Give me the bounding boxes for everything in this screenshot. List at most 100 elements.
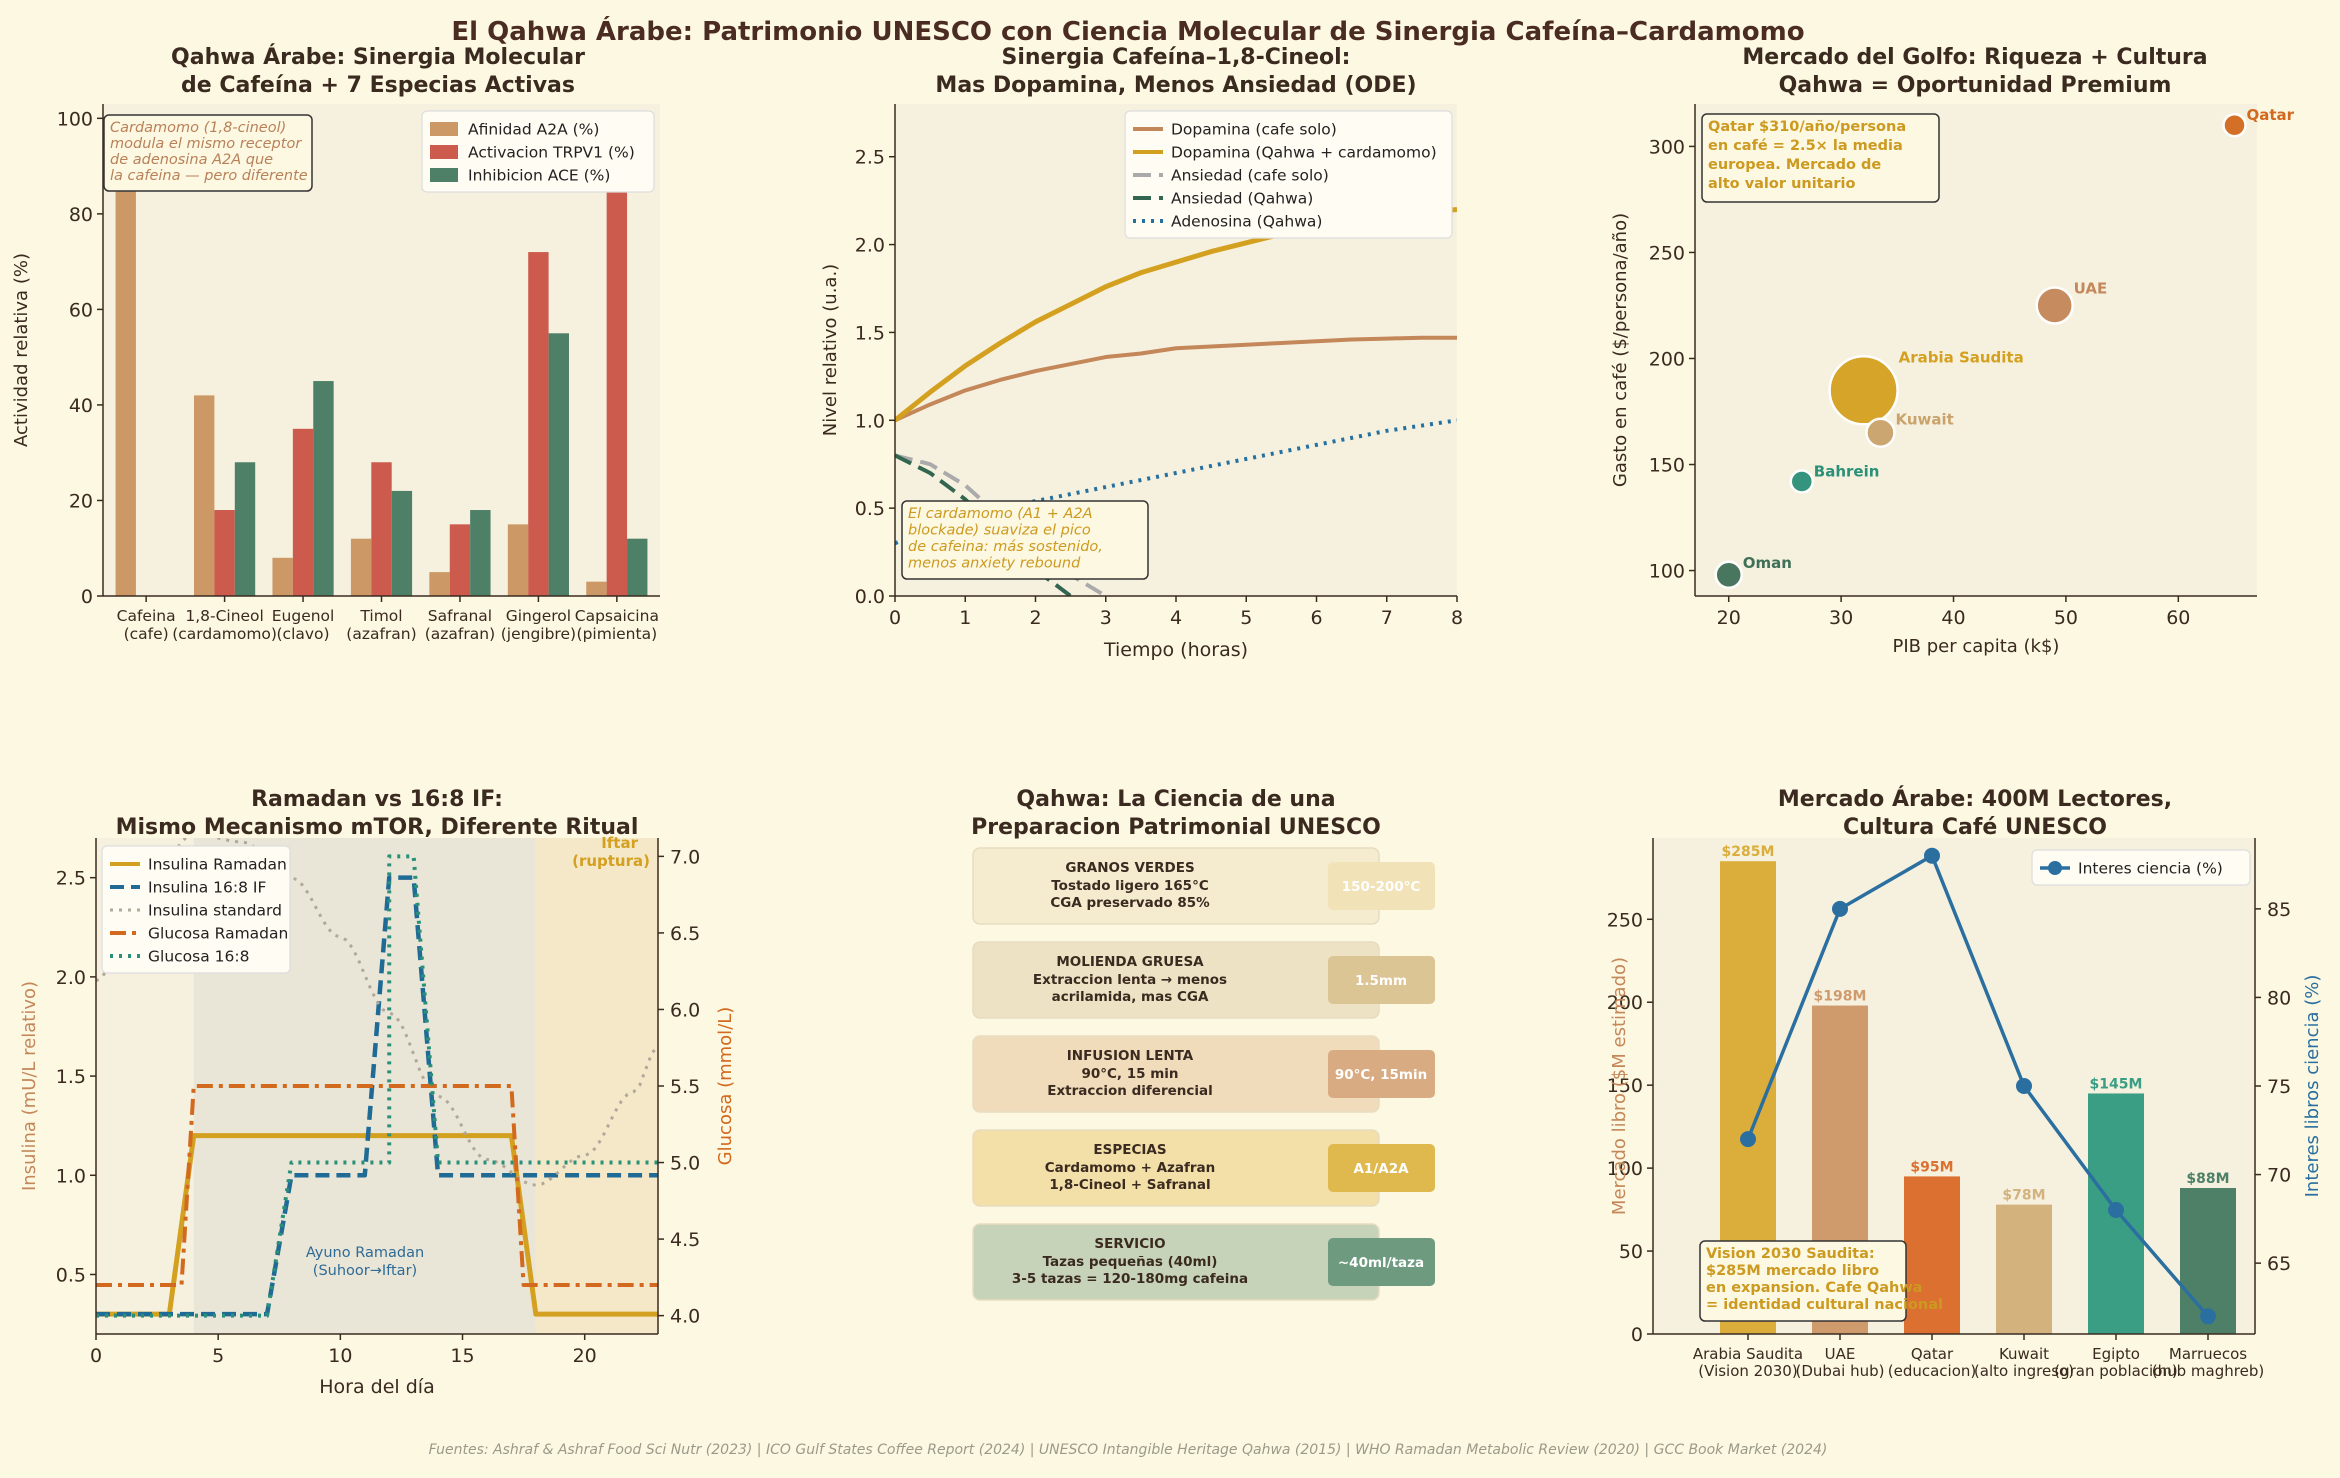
panel-title-0: Mercado Árabe: 400M Lectores, (1778, 786, 2172, 812)
x-tick-label: Capsaicina (575, 607, 659, 625)
y-tick-label: 150 (1607, 1075, 1643, 1097)
bar-eugenol-s0 (272, 557, 293, 596)
bar-safranal-s1 (449, 524, 471, 596)
line-insulina-16-8-if (96, 875, 658, 1317)
legend-frame (1124, 110, 1453, 239)
bar-capsaicina-s2 (627, 538, 648, 596)
bar-timol-s0 (350, 538, 372, 596)
y-tick-label: 250 (1649, 242, 1685, 264)
y-tick-label-right: 70 (2267, 1165, 2291, 1187)
x-tick-label: 5 (1240, 607, 1252, 629)
y-tick-label: 2.0 (56, 967, 86, 989)
legend-label: Insulina 16:8 IF (148, 879, 266, 897)
x-tick-label: Arabia Saudita (1693, 1345, 1803, 1363)
step-line: acrilamida, mas CGA (1052, 989, 1209, 1005)
bar-timol-s2 (391, 490, 413, 596)
panel-preparation-steps: Qahwa: La Ciencia de una Preparacion Patr… (971, 787, 1435, 1301)
point-oman (1714, 560, 1743, 590)
x-tick-label: 7 (1381, 607, 1393, 629)
x-tick-label: 60 (2166, 607, 2190, 629)
panel-title-0: Qahwa: La Ciencia de una (1016, 787, 1335, 812)
panel-title-1: Mas Dopamina, Menos Ansiedad (ODE) (935, 73, 1416, 98)
y-tick-label: 0.5 (56, 1264, 86, 1286)
y-tick-label: 300 (1649, 136, 1685, 158)
step-line: Extraccion diferencial (1047, 1083, 1212, 1099)
line-insulina-ramadan (96, 1133, 658, 1317)
region-1 (535, 838, 658, 1334)
x-tick-label: Qatar (1911, 1345, 1954, 1363)
point-label: UAE (2074, 279, 2108, 297)
y-tick-label: 200 (1607, 992, 1643, 1014)
annotation-line: $285M mercado libro (1706, 1263, 1879, 1279)
step-tag: 150-200°C (1342, 879, 1421, 895)
bar-value-label: $88M (2186, 1171, 2229, 1187)
y-tick-label: 100 (1607, 1158, 1643, 1180)
step-tag-box (1328, 956, 1435, 1004)
panel-title-1: de Cafeína + 7 Especias Activas (181, 73, 575, 98)
legend-label: Insulina Ramadan (148, 856, 287, 874)
y-tick-label: 0 (81, 586, 93, 608)
panel-title-1: Cultura Café UNESCO (1843, 815, 2107, 840)
point-label: Qatar (2247, 106, 2295, 124)
y-tick-label-right: 7.0 (670, 846, 700, 868)
y-axis-label: Actividad relativa (%) (11, 253, 32, 447)
panel-arab-book-market: Mercado Árabe: 400M Lectores, Cultura Caf… (1607, 786, 2323, 1380)
step-tag: 90°C, 15min (1335, 1067, 1427, 1083)
legend-frame (101, 845, 291, 974)
y-tick-label-right: 6.0 (670, 999, 700, 1021)
annotation-line: de adenosina A2A que (110, 152, 273, 168)
panel-gulf-market: Mercado del Golfo: Riqueza + Cultura Qahw… (1610, 45, 2295, 657)
region-label: Ayuno Ramadan (306, 1245, 424, 1261)
x-tick-label: 2 (1029, 607, 1041, 629)
annotation-box (901, 500, 1149, 580)
point-kuwait (1865, 417, 1896, 448)
x-tick-label-sub: (gran poblacion) (2054, 1362, 2178, 1380)
legend-swatch (430, 145, 458, 159)
step-line: Tazas pequeñas (40ml) (1043, 1254, 1218, 1270)
legend-frame (421, 110, 655, 193)
step-tag: ~40ml/taza (1338, 1255, 1424, 1271)
legend-label: Ansiedad (cafe solo) (1171, 167, 1329, 185)
annotation-box (1699, 1240, 1907, 1322)
footer-sources: Fuentes: Ashraf & Ashraf Food Sci Nutr (… (429, 1442, 1828, 1458)
legend-swatch (430, 122, 458, 136)
x-tick-label: Safranal (428, 607, 492, 625)
region-label: Iftar (601, 834, 638, 852)
annotation-line: la cafeina — pero diferente (110, 168, 308, 184)
panel-ode-synergy: Sinergia Cafeína–1,8-Cineol: Mas Dopamina… (820, 45, 1463, 661)
step-title: ESPECIAS (1093, 1142, 1166, 1158)
x-axis-label: Tiempo (horas) (1103, 639, 1248, 661)
x-tick-label: Cafeina (117, 607, 176, 625)
legend-swatch (430, 168, 458, 182)
y-axis-label: Insulina (mU/L relativo) (19, 981, 40, 1191)
x-tick-label: Eugenol (272, 607, 335, 625)
step-title: GRANOS VERDES (1065, 860, 1194, 876)
y-tick-label: 2.5 (855, 147, 885, 169)
line-insulina-standard (96, 838, 658, 1187)
bar-value-label: $198M (1814, 989, 1867, 1005)
x-tick-label: 6 (1310, 607, 1322, 629)
x-tick-label-sub: (jengibre) (501, 625, 576, 643)
step-tag-box (1328, 862, 1435, 910)
y-tick-label-right: 5.0 (670, 1153, 700, 1175)
x-tick-label-sub: (azafran) (425, 625, 495, 643)
x-tick-label: 1,8-Cineol (185, 607, 264, 625)
y-tick-label-right: 75 (2267, 1076, 2291, 1098)
step-title: SERVICIO (1094, 1236, 1165, 1252)
line-point-interes-ciencia (1832, 900, 1848, 917)
x-tick-label: 5 (212, 1345, 224, 1367)
bar-value-label: $95M (1910, 1159, 1953, 1175)
annotation-line: en café = 2.5× la media (1708, 138, 1903, 154)
y-tick-label: 20 (69, 490, 93, 512)
line-point-interes-ciencia (1740, 1131, 1756, 1148)
y-tick-label: 0 (1631, 1324, 1643, 1346)
point-label: Arabia Saudita (1899, 348, 2024, 366)
annotation-line: blockade) suaviza el pico (908, 523, 1091, 539)
step-line: Cardamomo + Azafran (1045, 1160, 1216, 1176)
step-line: 90°C, 15 min (1081, 1066, 1178, 1082)
step-line: 1,8-Cineol + Safranal (1049, 1177, 1210, 1193)
y-tick-label: 2.5 (56, 868, 86, 890)
annotation-line: menos anxiety rebound (908, 556, 1081, 572)
bar-capsaicina-s0 (586, 581, 607, 596)
